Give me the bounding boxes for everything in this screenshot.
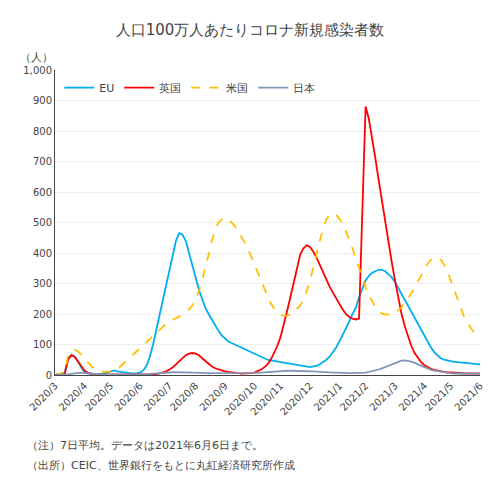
svg-text:EU: EU (99, 82, 114, 95)
svg-text:2020/7: 2020/7 (142, 380, 175, 413)
svg-text:2020/4: 2020/4 (57, 380, 90, 413)
svg-text:400: 400 (33, 248, 52, 259)
svg-text:（出所）CEIC、世界銀行をもとに丸紅経済研究所作成: （出所）CEIC、世界銀行をもとに丸紅経済研究所作成 (27, 459, 295, 472)
svg-text:100: 100 (33, 339, 52, 350)
svg-text:2020/5: 2020/5 (83, 380, 116, 413)
svg-text:人口100万人あたりコロナ新規感染者数: 人口100万人あたりコロナ新規感染者数 (116, 21, 385, 39)
svg-text:500: 500 (33, 217, 52, 228)
svg-text:米国: 米国 (226, 82, 248, 95)
svg-text:800: 800 (33, 126, 52, 137)
svg-text:2021/1: 2021/1 (312, 380, 345, 413)
svg-text:1,000: 1,000 (23, 65, 52, 76)
svg-text:英国: 英国 (159, 82, 181, 95)
svg-text:（注）7日平均。データは2021年6月6日まで。: （注）7日平均。データは2021年6月6日まで。 (27, 439, 263, 452)
svg-text:2021/2: 2021/2 (338, 380, 371, 413)
svg-text:2020/12: 2020/12 (278, 380, 315, 417)
svg-text:2020/3: 2020/3 (27, 380, 60, 413)
svg-text:0: 0 (46, 370, 52, 381)
svg-text:200: 200 (33, 309, 52, 320)
svg-text:（人）: （人） (20, 51, 53, 64)
svg-text:2021/3: 2021/3 (367, 380, 400, 413)
svg-text:2020/6: 2020/6 (112, 380, 145, 413)
svg-text:300: 300 (33, 278, 52, 289)
svg-text:2020/11: 2020/11 (248, 380, 285, 417)
svg-text:日本: 日本 (293, 82, 315, 95)
svg-text:2020/8: 2020/8 (168, 380, 201, 413)
svg-text:2020/9: 2020/9 (197, 380, 230, 413)
svg-text:2021/4: 2021/4 (397, 380, 430, 413)
svg-text:900: 900 (33, 95, 52, 106)
svg-text:600: 600 (33, 187, 52, 198)
svg-text:700: 700 (33, 156, 52, 167)
svg-text:2020/10: 2020/10 (222, 380, 259, 417)
svg-text:2021/5: 2021/5 (423, 380, 456, 413)
svg-text:2021/6: 2021/6 (452, 380, 485, 413)
